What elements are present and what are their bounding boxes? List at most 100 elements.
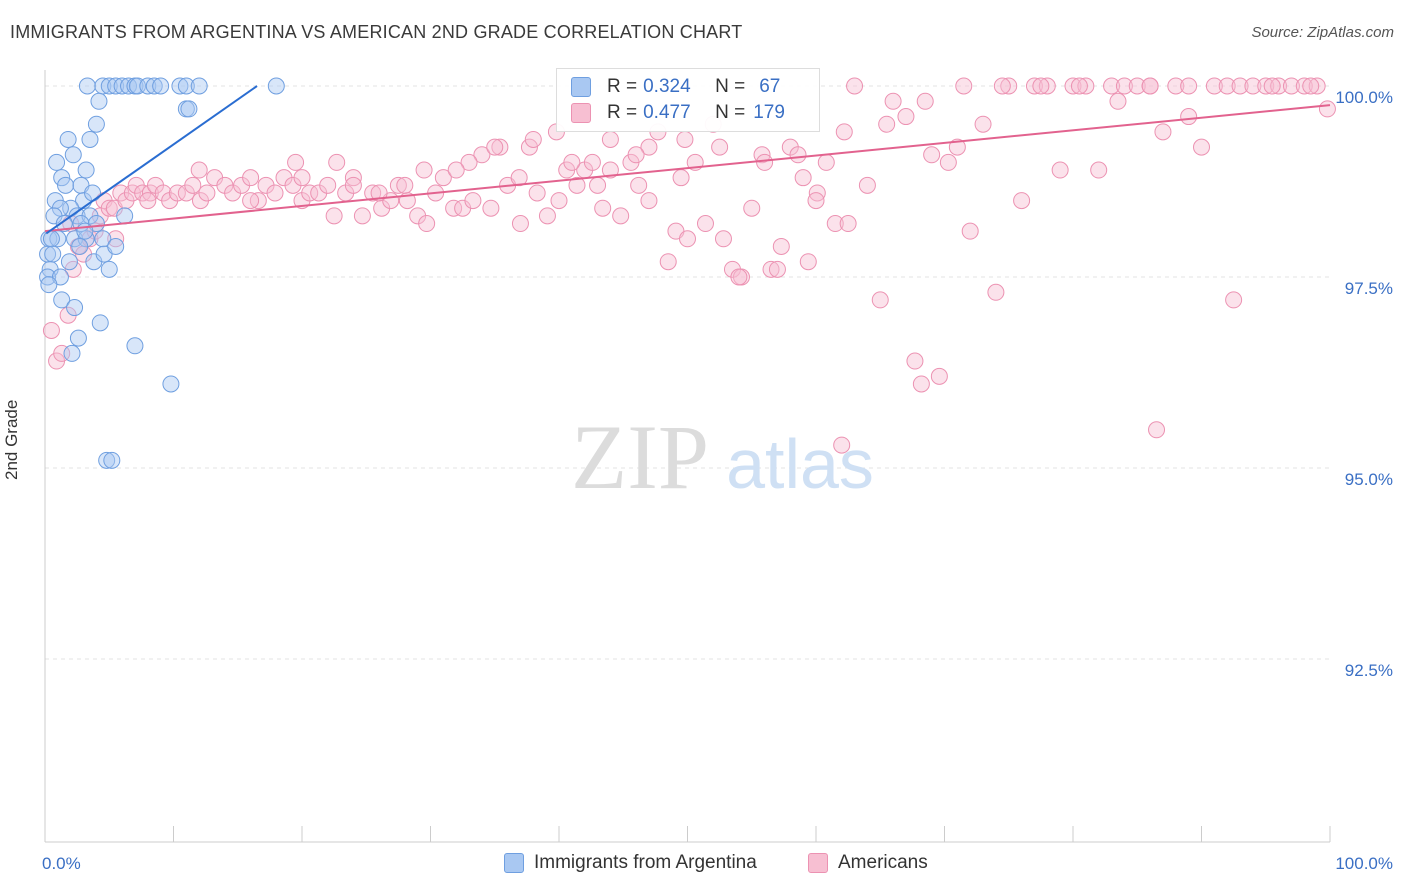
argentina-point	[71, 237, 89, 255]
americans-point	[1103, 77, 1121, 95]
americans-point	[139, 192, 157, 210]
americans-point	[1257, 77, 1275, 95]
argentina-point	[94, 230, 112, 248]
argentina-point	[77, 161, 95, 179]
tick-labels: 100.0% 97.5% 95.0% 92.5% 0.0% 100.0%	[42, 88, 1393, 873]
americans-point	[328, 153, 346, 171]
americans-point	[612, 207, 630, 225]
americans-point	[1270, 77, 1288, 95]
series-legend-argentina[interactable]: Immigrants from Argentina	[504, 852, 757, 874]
argentina-point	[68, 207, 86, 225]
americans-point	[772, 237, 790, 255]
argentina-point	[100, 77, 118, 95]
americans-trend-line	[44, 104, 1331, 233]
americans-point	[42, 321, 60, 339]
argentina-point	[60, 253, 78, 271]
americans-point	[1064, 77, 1082, 95]
argentina-point	[103, 451, 121, 469]
y-tick-label: 95.0%	[1345, 470, 1393, 489]
americans-point	[897, 108, 915, 126]
americans-point	[730, 268, 748, 286]
argentina-point	[98, 451, 116, 469]
americans-point	[912, 375, 930, 393]
argentina-point	[76, 222, 94, 240]
americans-point	[1318, 100, 1336, 118]
argentina-point	[55, 215, 73, 233]
americans-point	[64, 260, 82, 278]
argentina-points	[39, 77, 285, 469]
chart-title: IMMIGRANTS FROM ARGENTINA VS AMERICAN 2N…	[10, 22, 743, 42]
americans-point	[563, 153, 581, 171]
argentina-point	[69, 329, 87, 347]
americans-point	[589, 176, 607, 194]
americans-point	[807, 192, 825, 210]
americans-point	[923, 146, 941, 164]
americans-point	[583, 153, 601, 171]
watermark: ZIP atlas	[571, 406, 874, 508]
y-tick-label: 92.5%	[1345, 661, 1393, 680]
series-legend-americans[interactable]: Americans	[808, 852, 928, 874]
legend-swatch-pink	[571, 103, 591, 123]
americans-point	[1148, 421, 1166, 439]
americans-point	[242, 192, 260, 210]
americans-point	[743, 199, 761, 217]
americans-point	[789, 146, 807, 164]
americans-point	[287, 153, 305, 171]
argentina-trend-line	[45, 85, 258, 235]
americans-point	[930, 367, 948, 385]
argentina-point	[84, 184, 102, 202]
americans-point	[696, 215, 714, 233]
trend-lines	[44, 85, 1331, 235]
americans-point	[676, 130, 694, 148]
legend-r-label: R =	[607, 76, 638, 97]
americans-point	[1051, 161, 1069, 179]
americans-point	[364, 184, 382, 202]
argentina-point	[59, 130, 77, 148]
series-name: Immigrants from Argentina	[534, 852, 757, 873]
americans-point	[464, 192, 482, 210]
argentina-point	[190, 77, 208, 95]
americans-point	[762, 260, 780, 278]
axes	[44, 70, 1331, 843]
legend-n-value: 179	[753, 102, 785, 123]
americans-point	[1077, 77, 1095, 95]
legend-r-value: 0.477	[643, 102, 691, 123]
americans-point	[1115, 77, 1133, 95]
americans-point	[293, 169, 311, 187]
argentina-point	[113, 77, 131, 95]
americans-point	[168, 184, 186, 202]
argentina-point	[129, 77, 147, 95]
americans-point	[833, 436, 851, 454]
series-legend: Immigrants from Argentina Americans	[0, 852, 1406, 876]
legend-row-argentina: R = 0.324 N = 67	[571, 75, 780, 99]
legend-r-value: 0.324	[643, 76, 691, 97]
argentina-point	[48, 153, 66, 171]
americans-point	[1038, 77, 1056, 95]
americans-point	[1205, 77, 1223, 95]
americans-point	[756, 153, 774, 171]
series-name: Americans	[838, 852, 928, 873]
americans-point	[319, 176, 337, 194]
americans-point	[884, 92, 902, 110]
argentina-point	[107, 237, 125, 255]
argentina-point	[87, 115, 105, 133]
americans-point	[601, 161, 619, 179]
americans-point	[447, 161, 465, 179]
americans-point	[1032, 77, 1050, 95]
americans-point	[993, 77, 1011, 95]
argentina-point	[152, 77, 170, 95]
americans-point	[1013, 192, 1031, 210]
americans-point	[878, 115, 896, 133]
americans-point	[528, 184, 546, 202]
argentina-point	[120, 77, 138, 95]
americans-point	[190, 161, 208, 179]
americans-point	[520, 138, 538, 156]
americans-point	[871, 291, 889, 309]
watermark-zip: ZIP	[571, 406, 709, 508]
americans-point	[1295, 77, 1313, 95]
legend-n-label: N =	[715, 102, 746, 123]
legend-swatch-blue	[571, 77, 591, 97]
americans-point	[659, 253, 677, 271]
argentina-point	[139, 77, 157, 95]
argentina-point	[53, 169, 71, 187]
